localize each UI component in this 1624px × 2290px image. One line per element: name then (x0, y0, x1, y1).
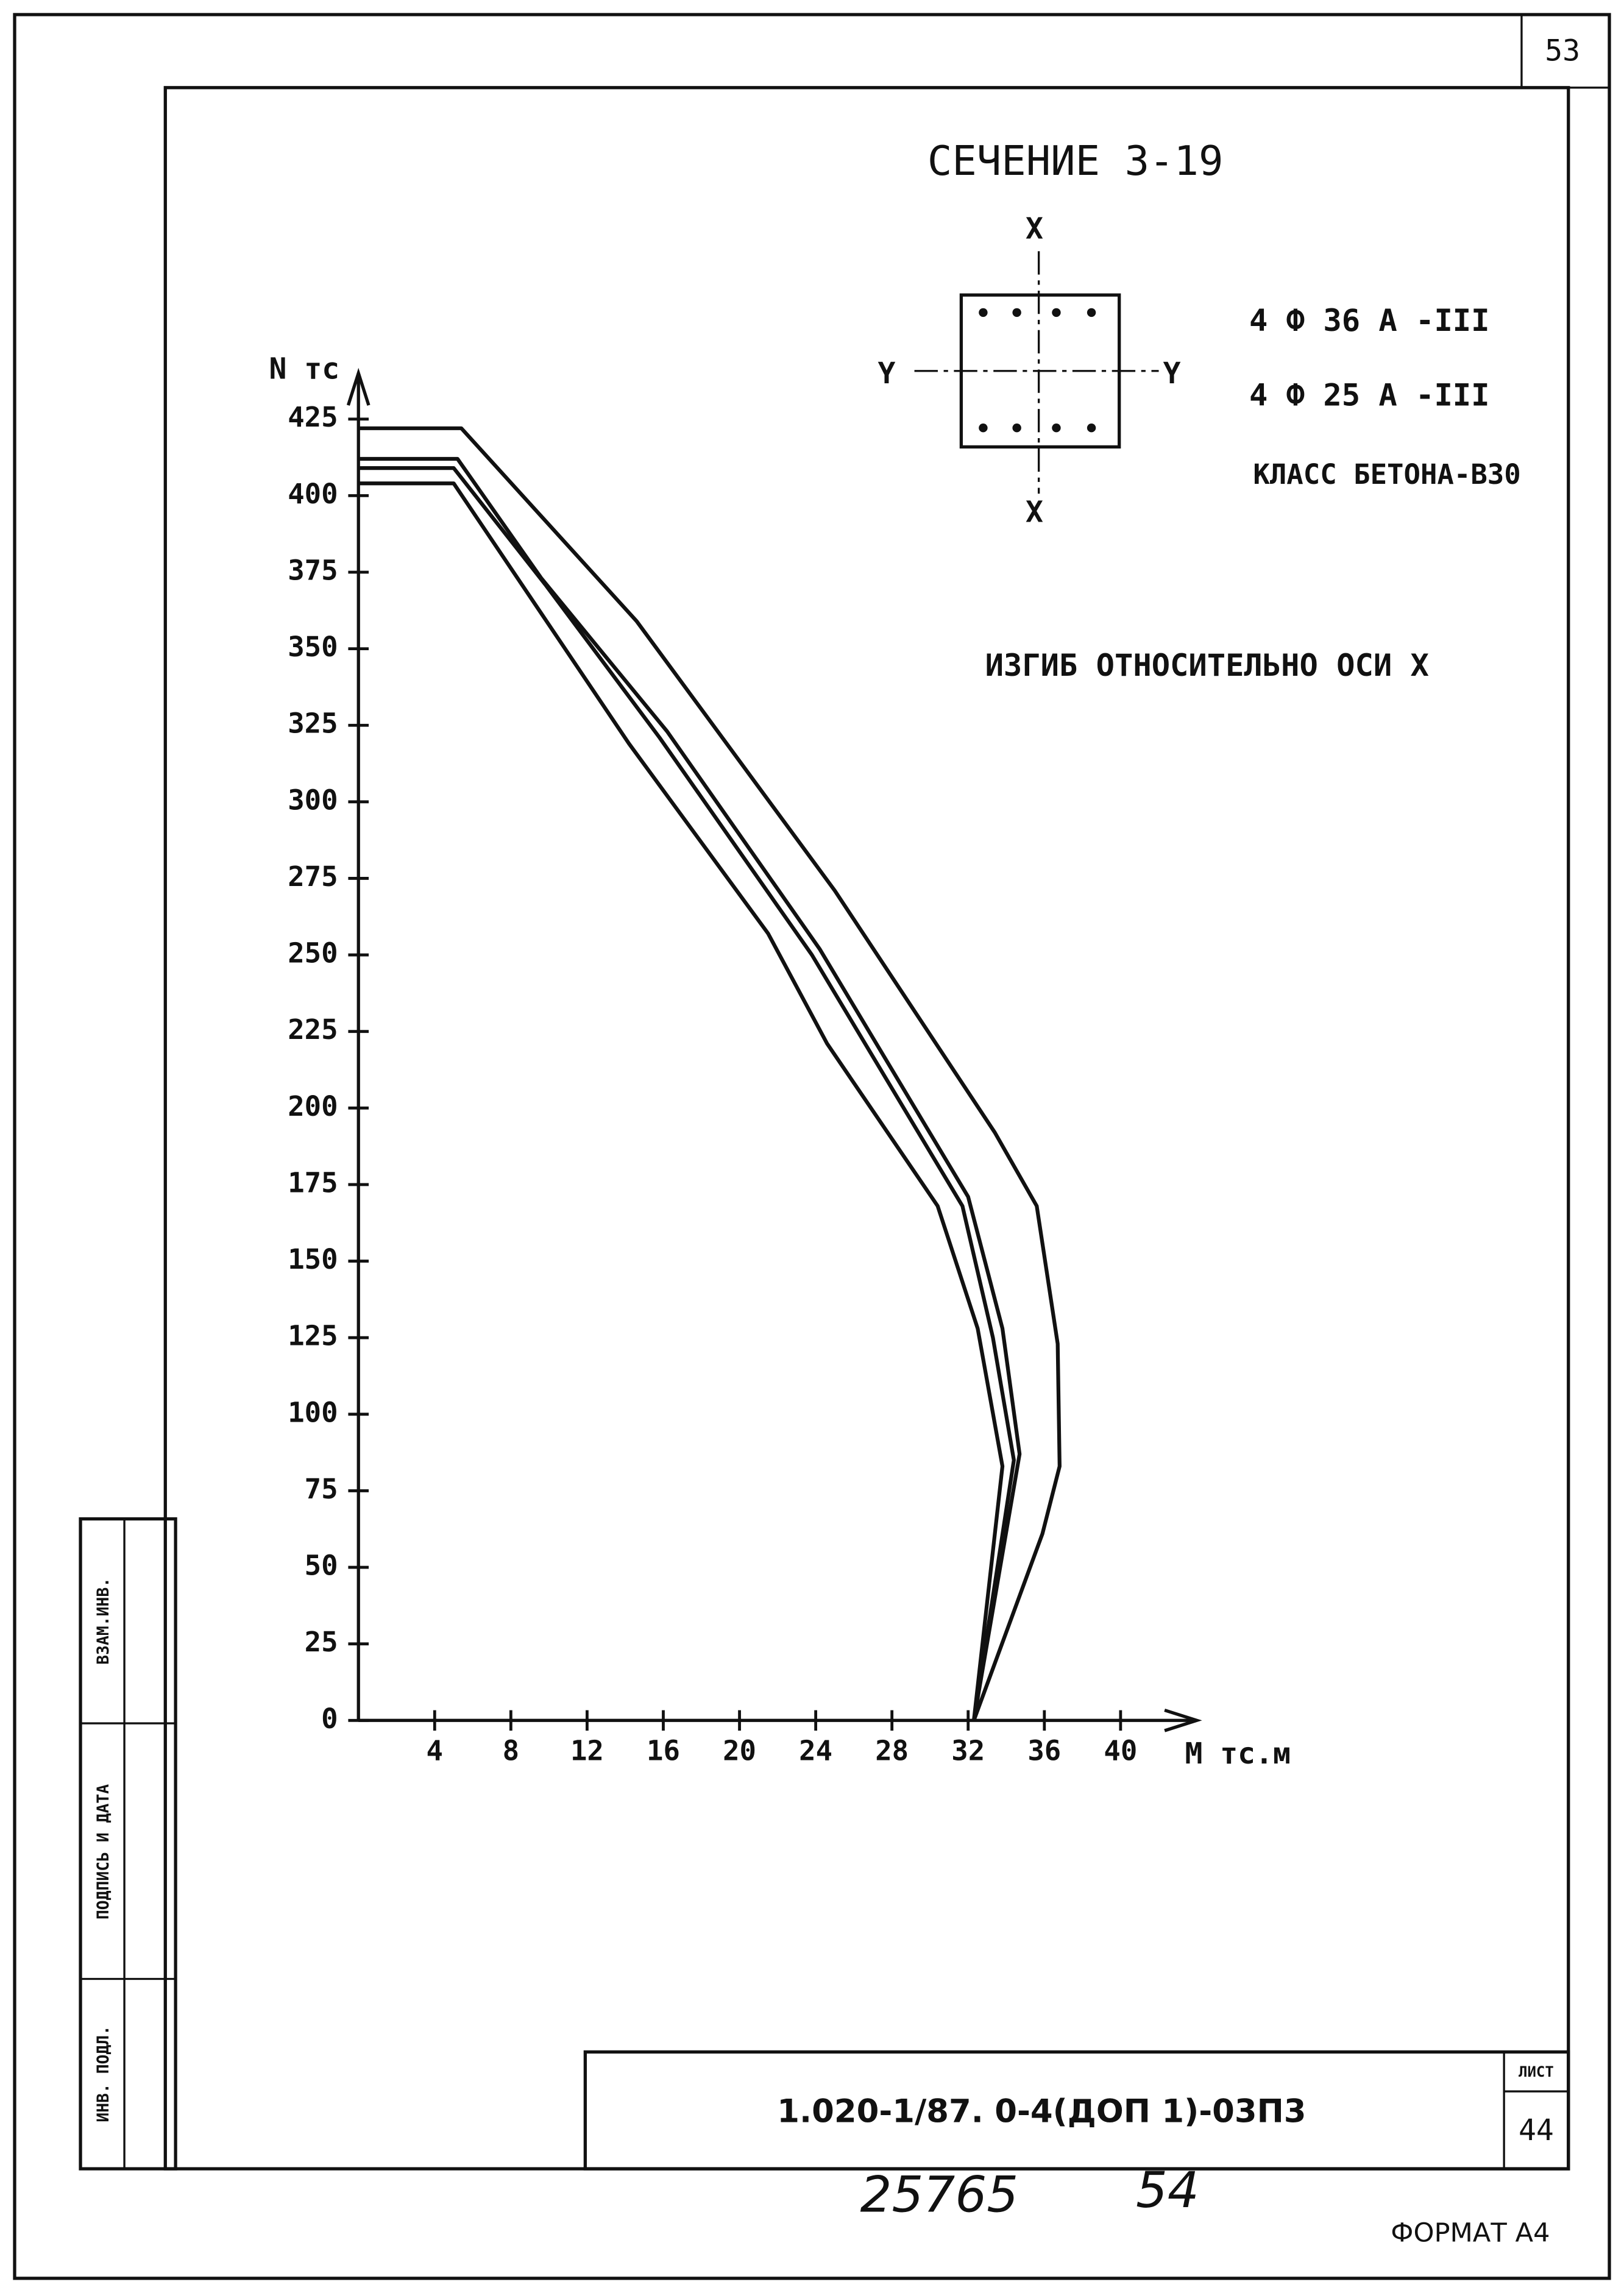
y-tick-label: 50 (305, 1550, 338, 1582)
designation: 1.020-1/87. 0-4(ДОП 1)-03П3 (777, 2093, 1306, 2130)
rebar-dot (1052, 308, 1061, 317)
outer-frame (13, 13, 1611, 2280)
curve (358, 426, 1062, 1721)
page-number-box (1520, 13, 1611, 89)
y-tick-label: 125 (288, 1320, 338, 1352)
x-tick-label: 8 (503, 1735, 519, 1767)
x-tick-label: 16 (647, 1735, 680, 1767)
bending-note: ИЗГИБ ОТНОСИТЕЛЬНО ОСИ Х (985, 647, 1429, 683)
x-axis-arrow (1164, 1709, 1202, 1732)
curve (358, 481, 1005, 1721)
y-tick-label: 325 (288, 707, 338, 740)
rebar-note: 4 Ф 25 А -III (1249, 377, 1490, 413)
stamp-label: ВЗАМ.ИНВ. (94, 1578, 113, 1665)
x-axis-label: M тс.м (1185, 1737, 1290, 1771)
rebar-dot (979, 308, 988, 317)
y-tick-label: 225 (288, 1013, 338, 1046)
y-axis-arrow (346, 367, 371, 406)
axis-letter: X (1026, 212, 1043, 246)
rebar-dot (979, 424, 988, 433)
rebar-dot (1087, 424, 1096, 433)
rebar-dot (1012, 308, 1021, 317)
y-tick-label: 425 (288, 401, 338, 433)
curve (358, 456, 1022, 1721)
y-tick-label: 25 (305, 1626, 338, 1658)
x-tick-label: 36 (1027, 1735, 1061, 1767)
axis-letter: Y (1163, 356, 1181, 391)
x-tick-label: 40 (1104, 1735, 1137, 1767)
chart-title: СЕЧЕНИЕ 3-19 (927, 137, 1224, 185)
y-tick-label: 175 (288, 1166, 338, 1199)
rebar-note: 4 Ф 36 А -III (1249, 302, 1490, 338)
y-tick-label: 275 (288, 860, 338, 893)
y-axis-label: N тс (269, 352, 340, 386)
page-number: 53 (1545, 34, 1580, 68)
stamp-label: ИНВ. ПОДЛ. (94, 2026, 113, 2122)
format-label: ФОРМАТ А4 (1391, 2217, 1550, 2248)
x-tick-label: 28 (875, 1735, 909, 1767)
rebar-dot (1012, 424, 1021, 433)
y-tick-label: 0 (321, 1703, 338, 1735)
axis-letter: X (1026, 495, 1043, 530)
y-tick-label: 150 (288, 1243, 338, 1275)
curve (358, 466, 1016, 1721)
plot: 0 25 50 75 100 125 150 175 200 225 250 275 300 325 350… (288, 367, 1202, 1767)
handwritten-number: 25765 (860, 2166, 1019, 2224)
y-tick-label: 350 (288, 631, 338, 663)
x-tick-label: 12 (570, 1735, 604, 1767)
stamp-column (79, 1517, 177, 2171)
rebar-dot (1052, 424, 1061, 433)
concrete-class: КЛАСС БЕТОНА-В30 (1253, 458, 1520, 491)
stamp-label: ПОДПИСЬ И ДАТА (94, 1784, 113, 1920)
y-tick-label: 100 (288, 1396, 338, 1428)
y-tick-label: 200 (288, 1090, 338, 1122)
x-tick-label: 24 (799, 1735, 832, 1767)
title-block (583, 2050, 1570, 2171)
y-tick-label: 300 (288, 784, 338, 816)
rebar-dots (979, 308, 1096, 433)
sheet-label: ЛИСТ (1519, 2063, 1554, 2080)
x-tick-label: 4 (427, 1735, 443, 1767)
y-tick-label: 250 (288, 937, 338, 970)
y-tick-label: 400 (288, 478, 338, 510)
x-tick-label: 20 (723, 1735, 756, 1767)
y-tick-label: 375 (288, 554, 338, 586)
y-tick-label: 75 (305, 1473, 338, 1505)
axis-letter: Y (878, 356, 895, 391)
x-tick-label: 32 (951, 1735, 985, 1767)
sheet-number: 44 (1519, 2113, 1554, 2147)
rebar-dot (1087, 308, 1096, 317)
handwritten-number: 54 (1136, 2161, 1199, 2219)
